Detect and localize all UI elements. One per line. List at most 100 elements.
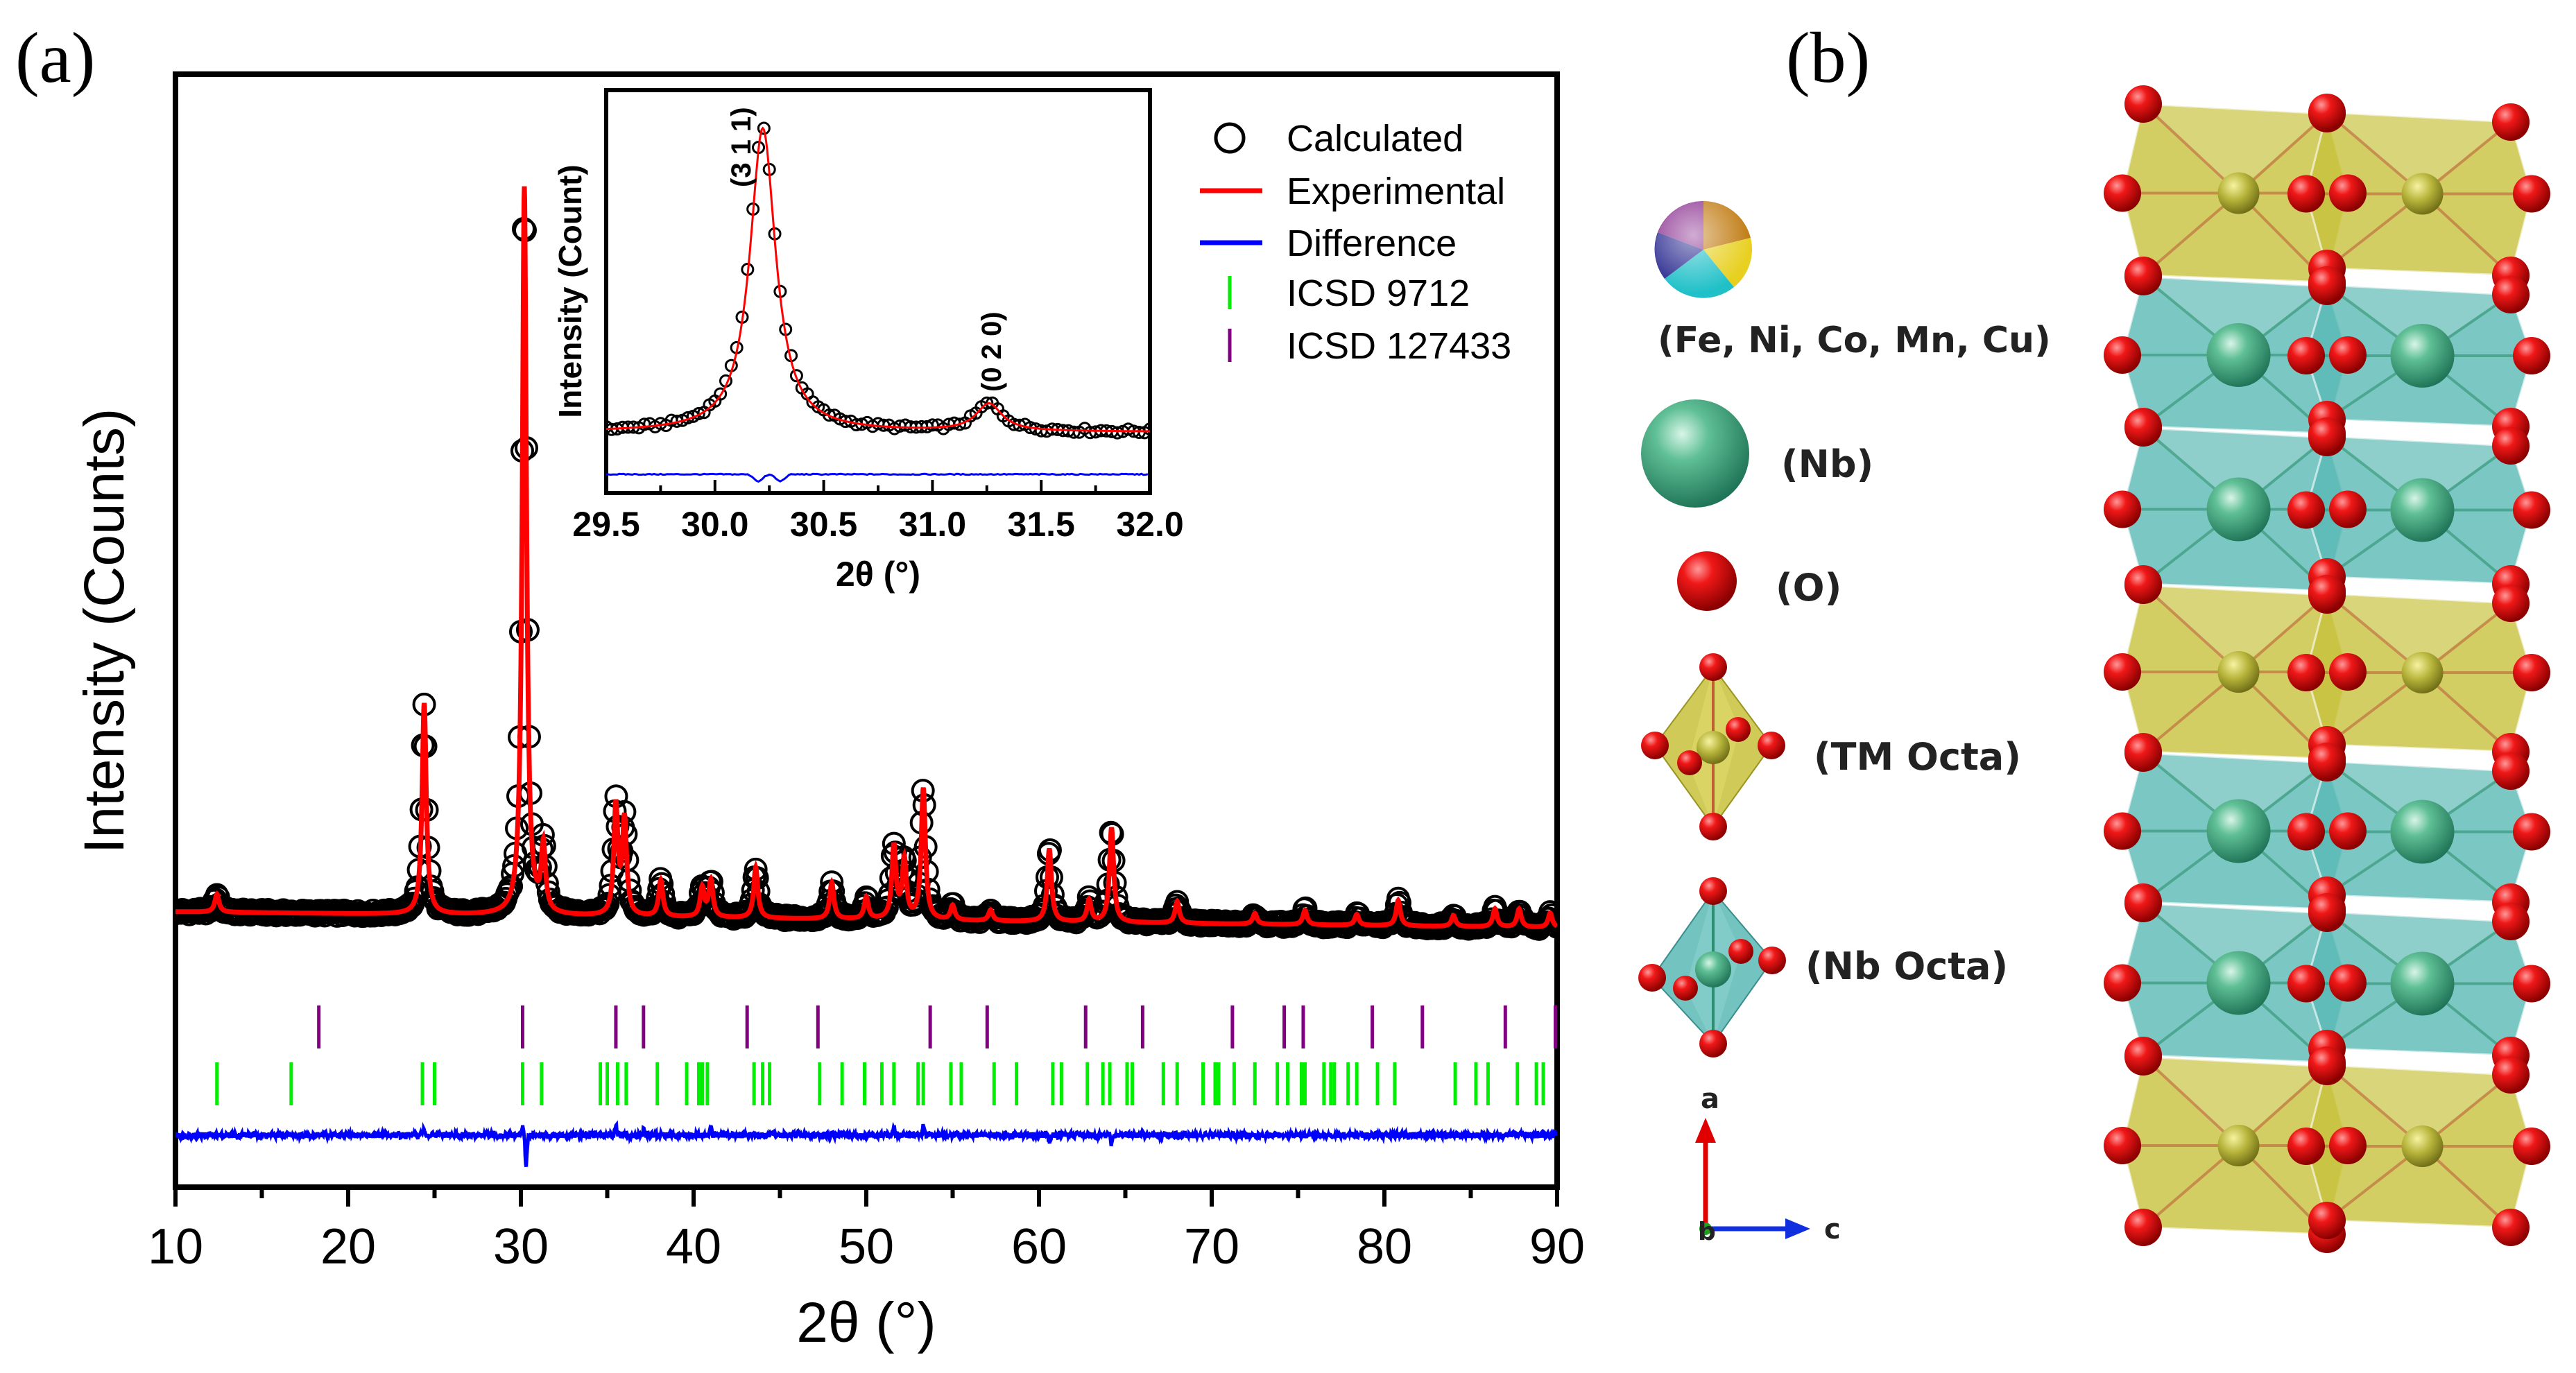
bond <box>2142 103 2240 194</box>
octahedron-face <box>2327 436 2511 510</box>
legend-item-difference: Difference <box>1200 223 1457 264</box>
oxygen-atom <box>2513 654 2550 691</box>
oxygen-atom <box>2124 1209 2162 1246</box>
inset-x-tick-label: 30.5 <box>790 505 857 544</box>
crystal-structure <box>2104 85 2550 1253</box>
x-tick-label: 60 <box>1011 1219 1067 1275</box>
oxygen-atom <box>2329 653 2367 691</box>
oxygen-atom <box>2513 1128 2550 1165</box>
octahedron-face <box>2327 761 2511 832</box>
legend-label-difference: Difference <box>1287 223 1457 264</box>
oxygen-atom <box>2513 175 2550 213</box>
inset-experimental-line <box>606 126 1150 433</box>
oxygen-atom <box>2308 1046 2346 1084</box>
axis-b-label: b <box>1698 1218 1716 1246</box>
inset-x-tick-label: 32.0 <box>1116 505 1183 544</box>
nb-atom <box>2206 951 2271 1015</box>
oxygen-atom <box>2104 964 2141 1002</box>
octahedron-face <box>2327 912 2511 984</box>
oxygen-atom <box>2124 567 2162 604</box>
calculated-point <box>1538 900 1557 924</box>
octahedron-face <box>2143 104 2327 193</box>
legend-item-icsd-9712: ICSD 9712 <box>1228 273 1470 314</box>
inset-annotation-311: (3 1 1) <box>726 107 757 187</box>
oxygen-atom <box>2287 175 2325 213</box>
octahedron-face <box>2143 428 2327 510</box>
nb-atom <box>2206 477 2271 542</box>
inset-x-tick-label: 30.0 <box>681 505 748 544</box>
octahedron-face <box>2143 1057 2327 1146</box>
oxygen-atom <box>2287 1128 2325 1165</box>
oxygen-atom <box>2329 174 2367 212</box>
oxygen-atom <box>2104 336 2141 374</box>
nb-atom <box>2206 799 2271 863</box>
difference-line <box>175 1120 1557 1168</box>
octahedron-face <box>2143 277 2327 355</box>
oxygen-atom <box>2308 893 2346 931</box>
tm-sphere-icon <box>1654 200 1752 298</box>
oxygen-atom <box>2513 491 2550 529</box>
oxygen-atom <box>2492 1056 2530 1094</box>
tm-atom <box>2217 651 2260 693</box>
main-x-axis: 10 20 30 40 50 60 70 80 90 <box>148 1187 1585 1275</box>
oxygen-atom <box>2308 1202 2346 1239</box>
oxygen-atom <box>2513 965 2550 1003</box>
oxygen-atom <box>2308 417 2346 455</box>
nb-atom <box>2390 951 2455 1016</box>
legend-label-experimental: Experimental <box>1287 171 1505 212</box>
experimental-line <box>175 186 1557 929</box>
crystal-axes-icon <box>1695 1118 1810 1239</box>
main-plot-data <box>175 186 1557 1168</box>
legend-label-calculated: Calculated <box>1287 118 1463 159</box>
oxygen-atom <box>2492 427 2530 465</box>
bond <box>2326 111 2423 196</box>
octahedron-face <box>2143 904 2327 983</box>
inset-calculated-point <box>980 396 994 410</box>
bond <box>2142 191 2240 277</box>
oxygen-atom <box>2329 336 2367 374</box>
inset-calculated-point <box>1143 422 1150 436</box>
x-tick-label: 70 <box>1184 1219 1239 1275</box>
tm-atom <box>2401 173 2444 215</box>
inset-x-axis: 29.5 30.0 30.5 31.0 31.5 32.0 <box>572 480 1184 544</box>
octahedron-face <box>2327 285 2511 356</box>
x-tick-label: 40 <box>666 1219 721 1275</box>
structure-legend: (Fe, Ni, Co, Mn, Cu) (Nb) (O) (TM Octa) … <box>1638 200 2051 1246</box>
nb-octahedron-icon <box>1638 877 1786 1057</box>
calculated-point <box>1537 906 1557 931</box>
main-y-axis-label: Intensity (Counts) <box>73 408 136 854</box>
octahedron-face <box>2327 594 2511 673</box>
oxygen-atom <box>2104 1127 2141 1164</box>
oxygen-atom <box>2287 654 2325 691</box>
oxygen-atom <box>2308 575 2346 612</box>
legend: Calculated Experimental Difference ICSD … <box>1200 118 1511 367</box>
x-tick-label: 90 <box>1529 1219 1585 1275</box>
oxygen-atom <box>2287 965 2325 1003</box>
oxygen-atom <box>2329 490 2367 528</box>
oxygen-atom <box>2308 94 2346 131</box>
oxygen-atom <box>2287 491 2325 529</box>
nb-octahedron-label: (Nb Octa) <box>1805 944 2008 988</box>
inset-difference-line <box>606 472 1149 483</box>
x-tick-label: 50 <box>839 1219 894 1275</box>
calculated-point <box>596 891 620 915</box>
o-sphere-icon <box>1677 551 1737 611</box>
legend-label-icsd-127433: ICSD 127433 <box>1287 325 1511 367</box>
tm-sphere-label: (Fe, Ni, Co, Mn, Cu) <box>1658 320 2051 361</box>
panel-a-label: (a) <box>15 18 95 98</box>
oxygen-atom <box>2124 1038 2162 1076</box>
x-tick-label: 30 <box>493 1219 549 1275</box>
legend-item-experimental: Experimental <box>1200 171 1505 212</box>
oxygen-atom <box>2104 653 2141 691</box>
oxygen-atom <box>2124 734 2162 772</box>
oxygen-atom <box>2329 1127 2367 1164</box>
legend-item-icsd-127433: ICSD 127433 <box>1228 325 1511 367</box>
oxygen-atom <box>2308 266 2346 304</box>
inset-annotation-020: (0 2 0) <box>977 311 1007 392</box>
oxygen-atom <box>2513 813 2550 851</box>
x-tick-label: 80 <box>1357 1219 1412 1275</box>
legend-item-calculated: Calculated <box>1214 118 1463 159</box>
oxygen-atom <box>2492 1209 2530 1246</box>
panel-b-label: (b) <box>1786 18 1870 98</box>
tm-octahedron-label: (TM Octa) <box>1814 735 2021 779</box>
